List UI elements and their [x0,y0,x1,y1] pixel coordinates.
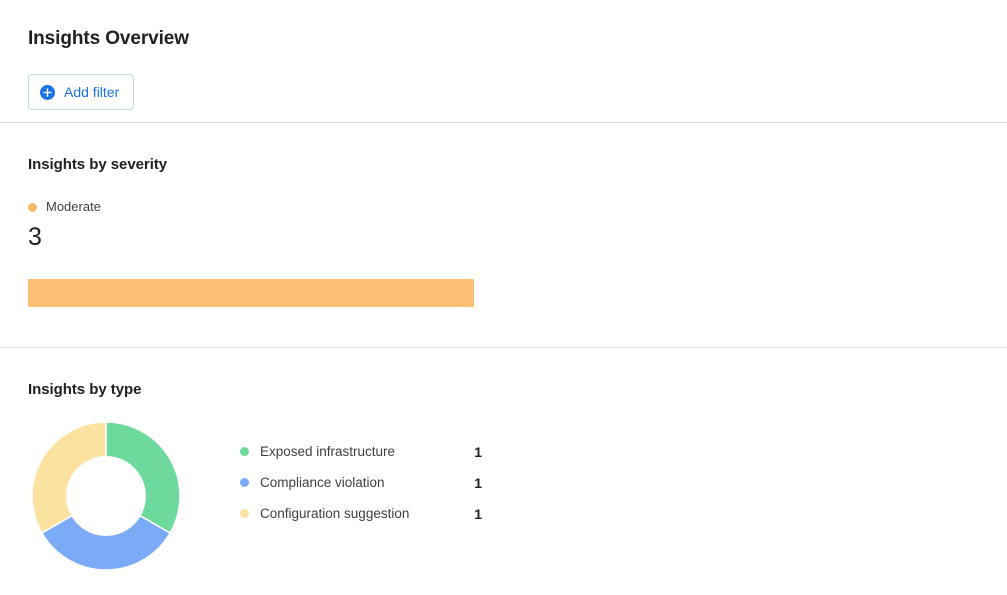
severity-legend-label: Moderate [46,199,101,214]
insights-by-type-donut-chart [30,420,182,572]
insights-type-legend-row[interactable]: Compliance violation 1 [240,467,482,498]
insights-type-legend-dot [240,478,249,487]
donut-segment[interactable] [105,421,181,535]
insights-bottom-row: Insights by type Exposed infrastructure 1… [0,348,1007,594]
insights-type-legend-dot [240,447,249,456]
insights-type-legend-label: Exposed infrastructure [260,443,396,459]
insights-by-type-legend: Exposed infrastructure 1 Compliance violat… [240,436,482,529]
top-insights-panel: Top Insights New unmanaged API endpoints… [510,348,1007,594]
add-filter-button[interactable]: Add filter [28,74,135,110]
page-title: Insights Overview [28,28,189,49]
donut-segment[interactable] [31,421,107,535]
security-optimization-snapshot-panel: Security optimization snapshot New unman… [502,123,1007,347]
insights-top-row: Insights by severity Moderate 3 Security… [0,123,1007,348]
insights-by-severity-panel: Insights by severity Moderate 3 [0,123,502,347]
insights-type-legend-row[interactable]: Exposed infrastructure 1 [240,436,482,467]
insights-type-legend-value: 1 [474,505,482,522]
severity-legend-dot [28,202,37,212]
add-filter-label: Add filter [64,84,120,100]
plus-circle-icon [40,84,55,100]
insights-type-legend-value: 1 [474,443,482,460]
insights-by-type-title: Insights by type [28,381,142,398]
insights-type-legend-value: 1 [474,474,482,491]
insights-by-severity-title: Insights by severity [28,156,168,173]
insights-type-legend-label: Configuration suggestion [260,505,410,521]
insights-by-type-panel: Insights by type Exposed infrastructure 1… [0,348,510,594]
insights-type-legend-row[interactable]: Configuration suggestion 1 [240,498,482,529]
insights-type-legend-dot [240,509,249,518]
insights-type-legend-label: Compliance violation [260,474,385,490]
page-header: Insights Overview Add filter [0,0,1007,123]
severity-bar [28,279,474,307]
severity-count-value: 3 [28,223,42,251]
severity-legend: Moderate [28,199,474,215]
donut-segment[interactable] [40,514,172,571]
